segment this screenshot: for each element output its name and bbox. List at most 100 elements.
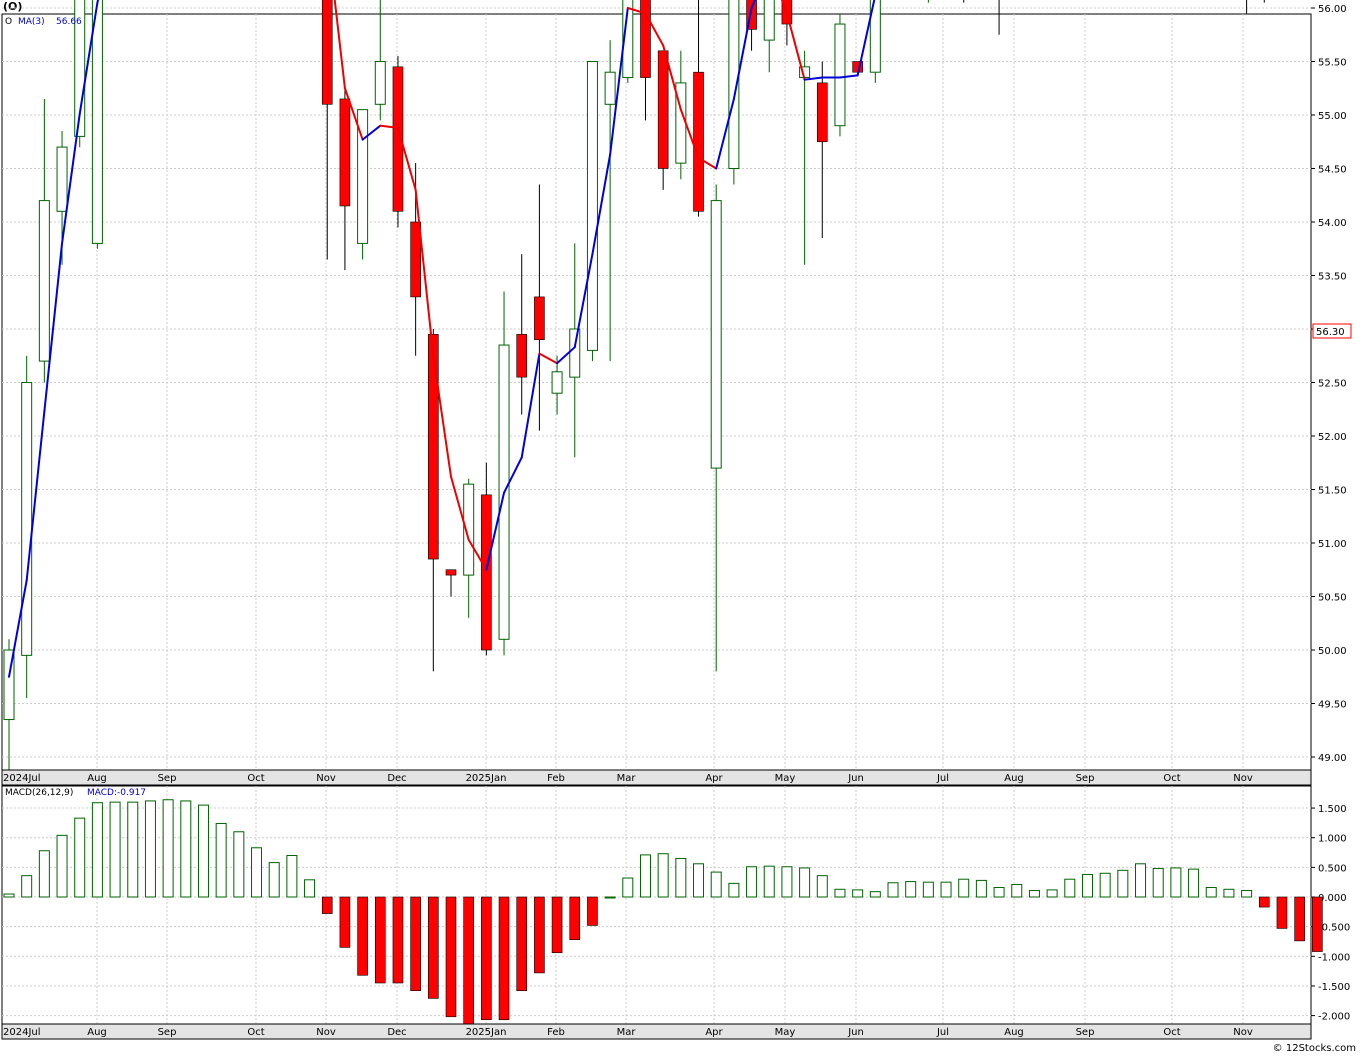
macd-bar-positive [905, 881, 917, 898]
x-axis-label: 2025Jan [466, 1027, 507, 1038]
macd-bar-negative [445, 896, 457, 1018]
ma3-segment [697, 156, 718, 170]
ma3-segment [803, 76, 824, 81]
candle-body [357, 109, 369, 244]
x-axis-label: 2024Jul [3, 773, 41, 784]
x-axis-label: Feb [547, 1027, 565, 1038]
candle-up [834, 13, 846, 137]
candle-down [445, 569, 457, 597]
ma3-segment [556, 346, 576, 365]
macd-bar-positive [869, 891, 881, 898]
price-y-tick-label: 55.00 [1318, 111, 1347, 122]
macd-legend-prefix: MACD(26,12,9) [5, 788, 73, 798]
macd-bar-positive [1117, 869, 1129, 898]
x-axis-label: Nov [316, 1027, 336, 1038]
macd-bar-negative [374, 896, 386, 984]
macd-y-axis: -2.000 -1.500 -1.000 -0.500 0.000 0.500 1.000 1… [1311, 804, 1350, 1023]
macd-bar-positive [251, 847, 263, 898]
candle-body [428, 334, 439, 560]
candle-up [869, 0, 881, 83]
ma3-segment [43, 242, 64, 413]
candle-body [622, 0, 634, 79]
candle-body [445, 569, 457, 576]
macd-bar-positive [286, 854, 298, 898]
ma3-segment [785, 12, 806, 81]
candle-down [428, 329, 439, 672]
price-y-tick-label: 54.00 [1318, 218, 1347, 229]
macd-bar-positive [127, 801, 139, 898]
last-price-badge: 56.30 [1312, 323, 1352, 339]
candle-up [3, 639, 15, 784]
candle-up [498, 291, 510, 656]
candle-body [339, 98, 351, 207]
candle-body [869, 0, 881, 73]
macd-bar-positive [215, 822, 227, 898]
macd-bar-positive [109, 801, 121, 898]
price-grid [2, 7, 1311, 770]
candle-body [56, 146, 68, 212]
candle-down [640, 0, 651, 121]
candle-body [728, 0, 740, 169]
macd-y-tick-label: -2.000 [1318, 1012, 1350, 1023]
candle-down [1246, 0, 1248, 14]
macd-bar-negative [392, 896, 404, 984]
macd-bar-positive [852, 889, 864, 898]
ma-legend-value: 56.66 [56, 17, 82, 27]
candle-body [410, 221, 421, 298]
x-axis-label: Jul [936, 1027, 949, 1038]
price-y-axis: 49.00 49.50 50.00 50.50 51.00 51.50 52.00 52.50… [1311, 4, 1347, 764]
ma3-segment [61, 112, 81, 245]
x-axis-label: Sep [158, 773, 177, 784]
macd-bar-positive [91, 802, 103, 898]
candle-body [21, 382, 33, 656]
price-y-tick-label: 55.50 [1318, 58, 1347, 69]
macd-bar-positive [781, 866, 793, 898]
candle-body [657, 50, 669, 169]
candle-body [321, 0, 333, 105]
ma3-segment [573, 253, 594, 349]
macd-bar-positive [622, 877, 634, 898]
macd-bar-positive [675, 857, 687, 898]
candle-down [321, 0, 333, 260]
macd-bar-positive [728, 882, 740, 898]
price-y-tick-label: 49.00 [1318, 753, 1347, 764]
macd-y-tick-label: -1.000 [1318, 952, 1350, 963]
candle-body [816, 82, 828, 143]
macd-bar-positive [304, 879, 316, 898]
candle-up [763, 0, 775, 73]
macd-bar-positive [162, 799, 174, 898]
candle-down [816, 61, 828, 239]
price-legend-prefix: O [5, 17, 12, 27]
macd-bar-positive [21, 875, 33, 898]
candle-up [91, 0, 103, 249]
macd-bar-negative [1312, 896, 1323, 952]
candle-body [834, 23, 846, 127]
x-axis-label: Oct [247, 773, 264, 784]
x-axis-label: Jun [847, 773, 864, 784]
candle-body [534, 296, 545, 340]
macd-y-tick-label: 1.500 [1318, 804, 1347, 815]
price-y-tick-label: 50.50 [1318, 593, 1347, 604]
x-axis-label: Apr [705, 1027, 723, 1038]
price-x-axis: 2024Jul Aug Sep Oct Nov Dec 2025Jan Feb Mar Apr Ma… [1, 769, 1312, 786]
candlestick-series [3, 0, 1265, 784]
x-axis-label: Sep [1076, 773, 1095, 784]
ma3-segment [715, 97, 735, 170]
macd-bar-negative [1276, 896, 1288, 929]
macd-bar-negative [339, 896, 351, 948]
watermark: © 12Stocks.com [1273, 1043, 1356, 1054]
macd-bar-positive [1205, 887, 1217, 898]
x-axis-label: Aug [1004, 1027, 1024, 1038]
candle-body [463, 483, 475, 576]
macd-bar-positive [693, 863, 705, 898]
x-axis-label: Dec [387, 773, 406, 784]
macd-bar-positive [799, 867, 811, 898]
macd-bar-negative [569, 896, 581, 940]
price-x-axis-band [1, 769, 1312, 786]
ma3-segment [450, 475, 470, 541]
macd-bar-positive [74, 817, 86, 898]
x-axis-label: Oct [1163, 1027, 1180, 1038]
candle-down [392, 56, 404, 228]
ma3-segment [856, 0, 876, 77]
macd-bar-negative [357, 896, 368, 976]
